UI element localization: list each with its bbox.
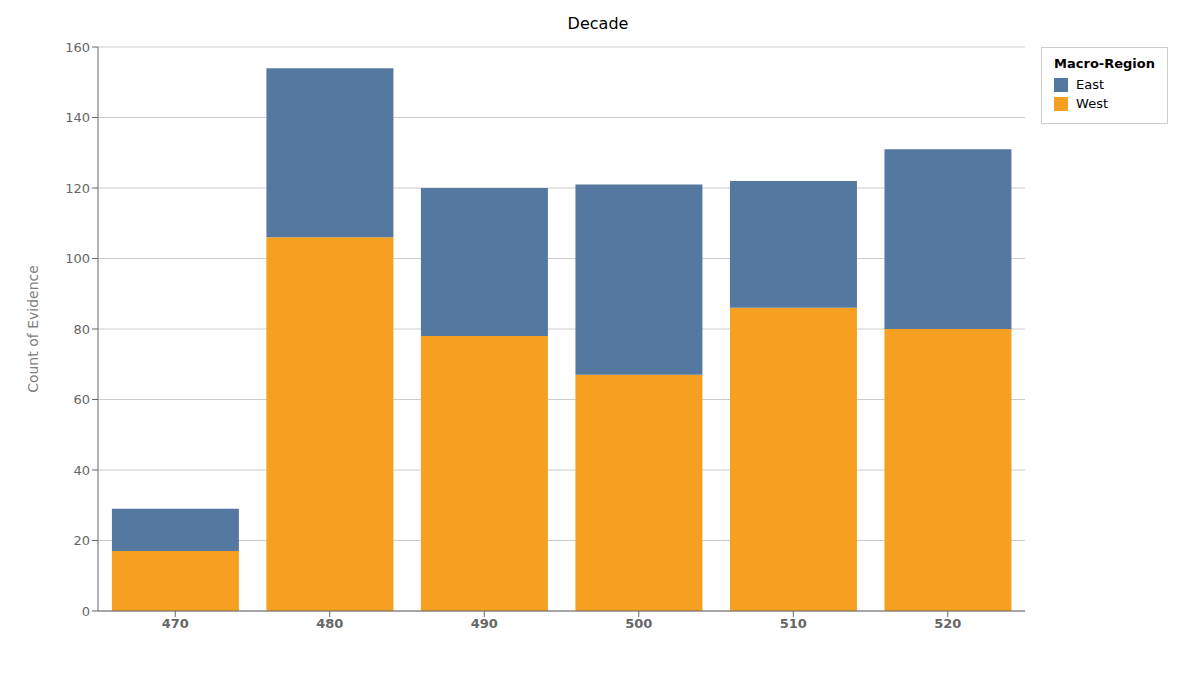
svg-text:160: 160	[65, 40, 90, 55]
svg-text:Count of Evidence: Count of Evidence	[25, 265, 41, 393]
svg-text:20: 20	[73, 533, 90, 548]
svg-text:470: 470	[162, 616, 189, 631]
svg-text:120: 120	[65, 181, 90, 196]
svg-text:520: 520	[934, 616, 961, 631]
svg-text:60: 60	[73, 392, 90, 407]
svg-text:100: 100	[65, 251, 90, 266]
svg-text:480: 480	[316, 616, 343, 631]
html-text:Macro-Region: Macro-Region	[1054, 56, 1155, 71]
svg-text:140: 140	[65, 110, 90, 125]
svg-text:40: 40	[73, 463, 90, 478]
html-text:Decade: Decade	[567, 14, 629, 33]
html-text:West: West	[1076, 96, 1108, 111]
svg-text:510: 510	[780, 616, 807, 631]
svg-text:80: 80	[73, 322, 90, 337]
svg-text:490: 490	[471, 616, 498, 631]
svg-text:500: 500	[625, 616, 652, 631]
html-text:East: East	[1076, 77, 1105, 92]
svg-text:0: 0	[82, 604, 90, 619]
